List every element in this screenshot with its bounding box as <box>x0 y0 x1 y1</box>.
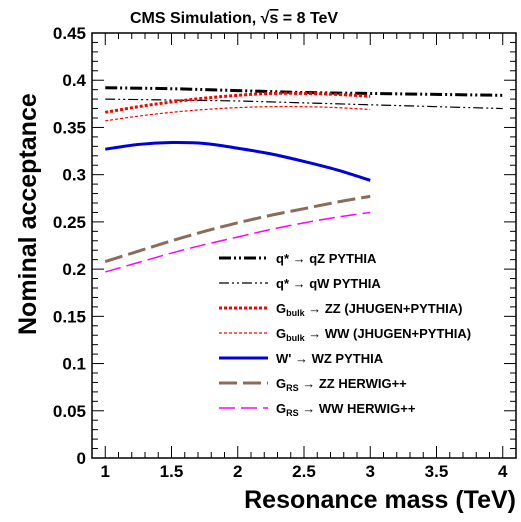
legend-label-5: W' → WZ PYTHIA <box>276 351 384 366</box>
legend-label-1: q* → qZ PYTHIA <box>276 251 377 266</box>
x-axis-title: Resonance mass (TeV) <box>244 486 516 514</box>
y-axis-title: Nominal acceptance <box>14 93 42 335</box>
chart-title-prefix: CMS Simulation, <box>130 10 261 27</box>
legend-label-4: Gbulk → WW (JHUGEN+PYTHIA) <box>276 326 471 343</box>
series-line-1 <box>105 86 503 97</box>
plot-frame <box>91 32 517 459</box>
x-tick-label: 4 <box>498 462 508 481</box>
series-line-4 <box>105 105 371 122</box>
y-tick-label: 0.25 <box>53 213 86 232</box>
series-line-2 <box>105 98 503 110</box>
series-line-7 <box>105 211 371 273</box>
legend-label-2: q* → qW PYTHIA <box>276 276 381 291</box>
x-tick-label: 3 <box>366 462 375 481</box>
y-tick-label: 0.2 <box>62 260 86 279</box>
legend-label-7: GRS → WW HERWIG++ <box>276 401 416 418</box>
y-tick-label: 0.15 <box>53 307 86 326</box>
series-line-6 <box>104 194 371 263</box>
x-tick-label: 1.5 <box>160 462 184 481</box>
legend-label-6: GRS → ZZ HERWIG++ <box>276 376 407 393</box>
legend: q* → qZ PYTHIA q* → qW PYTHIA Gbulk → ZZ (… <box>219 251 471 418</box>
y-tick-label: 0.45 <box>53 24 86 43</box>
chart-title-s: s <box>269 10 278 27</box>
y-tick-label: 0.1 <box>62 355 86 374</box>
axis-ticks: 1 1.5 2 2.5 3 3.5 4 0 0.05 0.1 0.15 0.2 0.25 0.3 0.35 0… <box>53 24 517 481</box>
y-tick-label: 0.35 <box>53 118 86 137</box>
chart-title-sqrt: √ <box>261 10 270 27</box>
chart-title-suffix: = 8 TeV <box>278 10 338 27</box>
x-tick-label: 2.5 <box>292 462 316 481</box>
x-tick-label: 1 <box>101 462 110 481</box>
x-tick-label: 2 <box>233 462 242 481</box>
series-line-5 <box>105 141 371 182</box>
y-tick-label: 0.3 <box>62 166 86 185</box>
series-lines <box>104 86 503 273</box>
y-tick-label: 0 <box>77 449 86 468</box>
x-tick-label: 3.5 <box>425 462 449 481</box>
chart-title: CMS Simulation, √s = 8 TeV <box>130 10 338 27</box>
y-tick-label: 0.4 <box>62 71 86 90</box>
legend-label-3: Gbulk → ZZ (JHUGEN+PYTHIA) <box>276 301 462 318</box>
y-tick-label: 0.05 <box>53 402 86 421</box>
